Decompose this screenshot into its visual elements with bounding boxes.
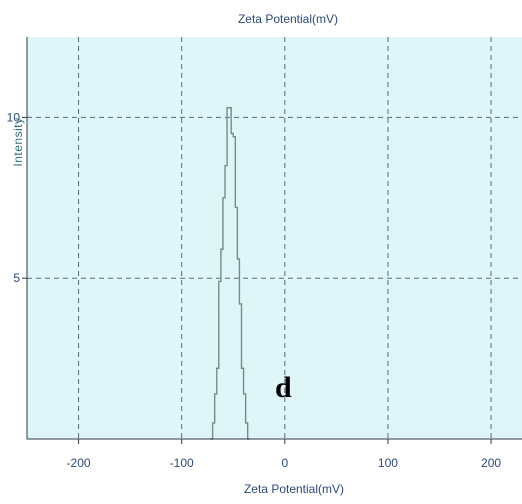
x-tick-label: -100 xyxy=(170,456,194,470)
panel-annotation: d xyxy=(275,371,292,404)
data-point xyxy=(232,136,234,138)
data-point xyxy=(240,367,243,369)
data-point xyxy=(234,206,236,209)
x-tick-label: 100 xyxy=(378,456,398,470)
y-tick-label: 10 xyxy=(7,110,21,124)
y-tick-label: 5 xyxy=(13,271,20,285)
chart-title: Zeta Potential(mV) xyxy=(238,12,338,26)
data-point xyxy=(226,107,228,109)
x-tick-label: 0 xyxy=(281,456,288,470)
data-point xyxy=(222,197,224,199)
data-point xyxy=(224,165,226,167)
data-point xyxy=(238,303,241,305)
data-point xyxy=(242,393,245,395)
data-point xyxy=(220,248,222,250)
data-point xyxy=(216,367,218,369)
data-point xyxy=(245,422,247,424)
y-axis-label: Intensity xyxy=(11,117,25,166)
data-point xyxy=(212,422,214,424)
data-point xyxy=(228,107,230,109)
grid-lines xyxy=(27,37,522,439)
axes xyxy=(22,37,522,444)
data-point xyxy=(230,132,232,135)
x-tick-label: 200 xyxy=(481,456,501,470)
tick-labels: -200 -100 0 100 200 5 10 xyxy=(7,110,502,470)
data-point xyxy=(218,280,220,283)
x-tick-label: -200 xyxy=(67,456,91,470)
data-point xyxy=(214,393,216,395)
plot-area xyxy=(27,37,522,439)
x-axis-label: Zeta Potential(mV) xyxy=(244,482,344,496)
data-point xyxy=(236,258,238,260)
